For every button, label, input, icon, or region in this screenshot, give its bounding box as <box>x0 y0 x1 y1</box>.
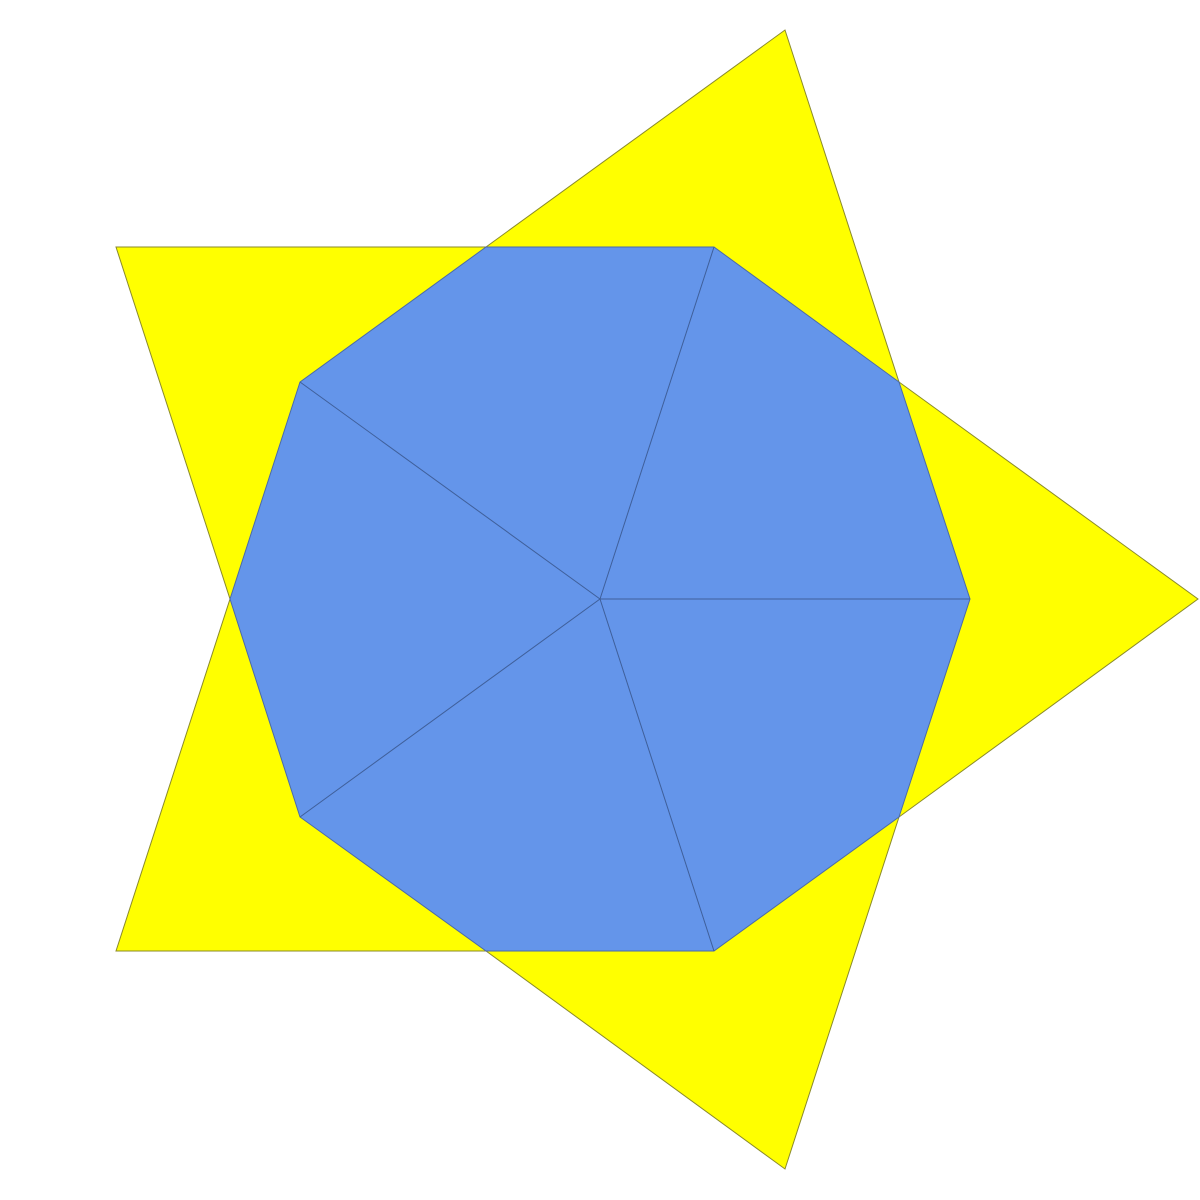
center-divider-lines <box>299 246 970 952</box>
divider-line-top-right <box>599 246 715 600</box>
divider-line-left-top <box>299 381 601 600</box>
divider-line-bottom-right <box>599 598 715 952</box>
divider-line-left-bottom <box>299 598 601 818</box>
